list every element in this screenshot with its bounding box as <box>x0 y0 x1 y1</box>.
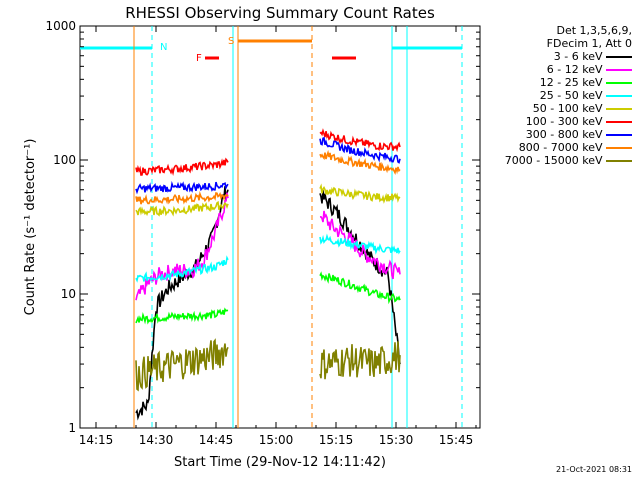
legend-label: 12 - 25 keV <box>539 76 603 89</box>
x-tick-label: 14:15 <box>79 433 114 447</box>
series-line <box>319 183 401 204</box>
legend-entry: 25 - 50 keV <box>480 89 632 102</box>
legend-entry: 12 - 25 keV <box>480 76 632 89</box>
legend-entry: 300 - 800 keV <box>480 128 632 141</box>
chart-title: RHESSI Observing Summary Count Rates <box>125 4 435 22</box>
legend-label: 6 - 12 keV <box>546 63 603 76</box>
series-line <box>319 136 401 164</box>
x-tick-label: 15:15 <box>319 433 354 447</box>
series-line <box>319 271 401 305</box>
series-line <box>135 190 229 205</box>
legend-header-2: FDecim 1, Att 0 <box>546 37 632 50</box>
legend-label: 3 - 6 keV <box>553 50 603 63</box>
series-line <box>135 186 229 421</box>
x-tick-label: 15:30 <box>379 433 414 447</box>
chart-legend: Det 1,3,5,6,9, FDecim 1, Att 0 3 - 6 keV… <box>480 24 632 167</box>
series-line <box>319 233 401 255</box>
legend-entry: 50 - 100 keV <box>480 102 632 115</box>
y-tick-label: 10 <box>61 287 76 301</box>
legend-label: 25 - 50 keV <box>539 89 603 102</box>
legend-entry: 100 - 300 keV <box>480 115 632 128</box>
legend-entry: 3 - 6 keV <box>480 50 632 63</box>
series-line <box>135 200 229 217</box>
legend-label: 7000 - 15000 keV <box>504 154 603 167</box>
series-line <box>319 210 401 280</box>
legend-entry: 7000 - 15000 keV <box>480 154 632 167</box>
chart-marks: N S F <box>80 26 463 428</box>
x-axis-label: Start Time (29-Nov-12 14:11:42) <box>174 455 386 470</box>
series-line <box>319 189 401 365</box>
time-marker-label: S <box>228 36 234 47</box>
series-line <box>135 157 229 177</box>
series-line <box>135 307 229 325</box>
legend-label: 300 - 800 keV <box>525 128 603 141</box>
x-tick-label: 14:45 <box>199 433 234 447</box>
plot-area <box>79 25 481 429</box>
series-line <box>135 338 229 392</box>
y-tick-label: 100 <box>53 153 76 167</box>
series-line <box>135 180 229 195</box>
series-line <box>319 341 401 380</box>
series-line <box>319 128 401 153</box>
legend-entry: 6 - 12 keV <box>480 63 632 76</box>
y-tick-label: 1 <box>68 421 76 435</box>
time-marker-label: F <box>196 53 202 64</box>
timestamp-footer: 21-Oct-2021 08:31 <box>556 465 632 474</box>
y-tick-label: 1000 <box>45 19 76 33</box>
chart-axes: 14:15 14:30 14:45 15:00 15:15 15:30 15:45 1 10 10… <box>45 19 480 447</box>
series-line <box>319 149 401 176</box>
y-axis-label: Count Rate (s⁻¹ detector⁻¹) <box>23 139 38 316</box>
x-tick-label: 15:00 <box>259 433 294 447</box>
x-tick-label: 15:45 <box>439 433 474 447</box>
x-tick-label: 14:30 <box>139 433 174 447</box>
legend-label: 50 - 100 keV <box>532 102 603 115</box>
legend-entry: 800 - 7000 keV <box>480 141 632 154</box>
time-marker-label: N <box>160 42 167 53</box>
legend-label: 100 - 300 keV <box>525 115 603 128</box>
legend-header-1: Det 1,3,5,6,9, <box>556 24 632 37</box>
series-line <box>135 255 229 283</box>
legend-label: 800 - 7000 keV <box>518 141 603 154</box>
